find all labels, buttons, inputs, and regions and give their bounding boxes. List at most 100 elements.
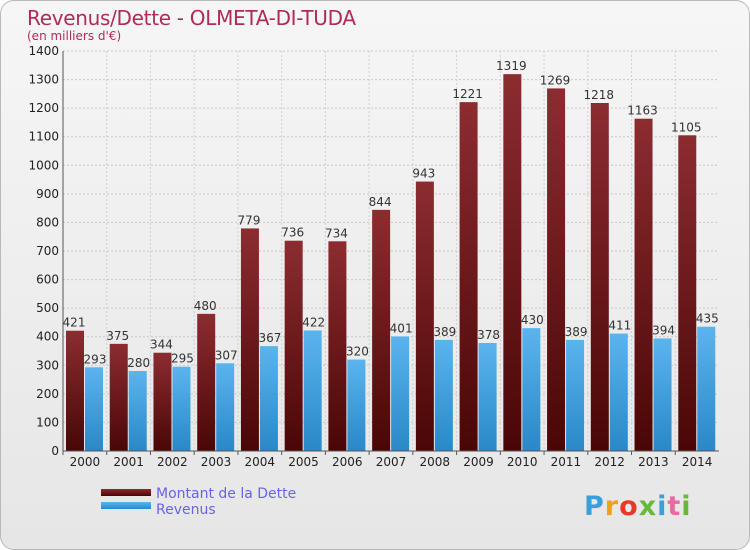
value-label-revenus: 307 [215, 348, 238, 362]
y-tick-label: 700 [36, 244, 59, 258]
bar-dette [197, 313, 216, 451]
x-tick-label: 2004 [245, 455, 276, 469]
value-label-dette: 1221 [452, 87, 483, 101]
value-label-dette: 375 [106, 329, 129, 343]
bar-revenus [697, 326, 716, 451]
y-tick-label: 1300 [28, 73, 59, 87]
logo-letter: t [667, 491, 682, 522]
legend-label-revenus: Revenus [156, 502, 216, 518]
bar-dette [109, 343, 128, 451]
bar-dette [153, 352, 172, 451]
chart-subtitle: (en milliers d'€) [27, 29, 122, 43]
value-label-revenus: 389 [565, 325, 588, 339]
bar-dette [634, 118, 653, 451]
y-tick-label: 1400 [28, 44, 59, 58]
bar-revenus [391, 336, 410, 451]
value-label-dette: 943 [412, 167, 435, 181]
value-label-revenus: 394 [652, 323, 675, 337]
logo-letter: o [619, 491, 639, 522]
y-tick-label: 600 [36, 273, 59, 287]
bar-dette [372, 209, 391, 451]
y-tick-label: 1100 [28, 130, 59, 144]
bar-dette [503, 74, 522, 452]
bar-revenus [216, 363, 235, 451]
bar-dette [328, 241, 347, 451]
bar-dette [415, 181, 434, 452]
legend-label-dette: Montant de la Dette [156, 486, 297, 502]
value-label-revenus: 378 [477, 328, 500, 342]
bar-dette [284, 240, 303, 451]
y-tick-label: 400 [36, 330, 59, 344]
x-tick-label: 2002 [157, 455, 188, 469]
bar-dette [459, 102, 478, 452]
y-tick-label: 100 [36, 415, 59, 429]
bar-revenus [566, 339, 585, 451]
bar-dette [240, 228, 259, 451]
value-label-dette: 1163 [627, 104, 658, 118]
y-tick-label: 200 [36, 387, 59, 401]
chart-title: Revenus/Dette - OLMETA-DI-TUDA [27, 6, 356, 30]
value-label-revenus: 367 [258, 331, 281, 345]
bar-dette [547, 88, 566, 451]
y-tick-label: 500 [36, 301, 59, 315]
value-label-dette: 1218 [584, 88, 615, 102]
x-tick-label: 2011 [551, 455, 582, 469]
bar-revenus [653, 338, 672, 451]
x-tick-label: 2000 [70, 455, 101, 469]
x-tick-label: 2005 [288, 455, 319, 469]
x-tick-label: 2001 [113, 455, 144, 469]
bar-dette [678, 135, 697, 452]
bar-revenus [85, 367, 103, 451]
value-label-revenus: 401 [390, 321, 413, 335]
logo-letter: x [638, 491, 658, 522]
axis-layer: 0 100 200 300 400 500 600 700 800 900 1000 1100 1200… [28, 44, 719, 469]
bar-revenus [478, 343, 497, 451]
value-label-revenus: 411 [608, 319, 631, 333]
bars-layer [66, 74, 716, 452]
y-tick-label: 1200 [28, 101, 59, 115]
value-label-dette: 421 [63, 316, 86, 330]
value-label-revenus: 389 [433, 325, 456, 339]
bar-revenus [609, 333, 628, 451]
y-tick-label: 1000 [28, 158, 59, 172]
bar-revenus [259, 346, 278, 451]
value-label-dette: 844 [369, 195, 392, 209]
y-tick-label: 900 [36, 187, 59, 201]
logo-letter: i [681, 491, 692, 522]
value-label-dette: 779 [237, 213, 260, 227]
y-tick-label: 300 [36, 358, 59, 372]
value-label-dette: 1269 [540, 73, 571, 87]
bar-revenus [522, 328, 541, 451]
x-tick-label: 2003 [201, 455, 232, 469]
value-label-dette: 1319 [496, 59, 527, 73]
x-tick-label: 2014 [682, 455, 713, 469]
value-label-dette: 480 [194, 299, 217, 313]
y-tick-label: 0 [51, 444, 59, 458]
logo-letter: i [657, 491, 668, 522]
x-tick-label: 2013 [638, 455, 669, 469]
bar-dette [590, 103, 609, 451]
value-label-revenus: 430 [521, 313, 544, 327]
y-tick-label: 800 [36, 215, 59, 229]
proxiti-logo: Proxiti [584, 491, 692, 522]
legend-swatch-revenus [101, 502, 151, 509]
x-tick-label: 2012 [594, 455, 625, 469]
x-tick-label: 2008 [419, 455, 450, 469]
value-label-dette: 344 [150, 338, 173, 352]
value-label-revenus: 320 [346, 345, 369, 359]
value-label-dette: 736 [281, 226, 304, 240]
bar-revenus [347, 359, 366, 451]
bar-revenus [303, 330, 322, 451]
value-label-revenus: 280 [127, 356, 150, 370]
value-label-revenus: 293 [84, 352, 107, 366]
value-label-dette: 1105 [671, 120, 702, 134]
value-label-revenus: 422 [302, 315, 325, 329]
value-label-dette: 734 [325, 226, 348, 240]
legend-swatch-dette [101, 489, 151, 496]
bar-revenus [434, 339, 453, 451]
bar-dette [66, 330, 84, 451]
x-tick-label: 2006 [332, 455, 363, 469]
